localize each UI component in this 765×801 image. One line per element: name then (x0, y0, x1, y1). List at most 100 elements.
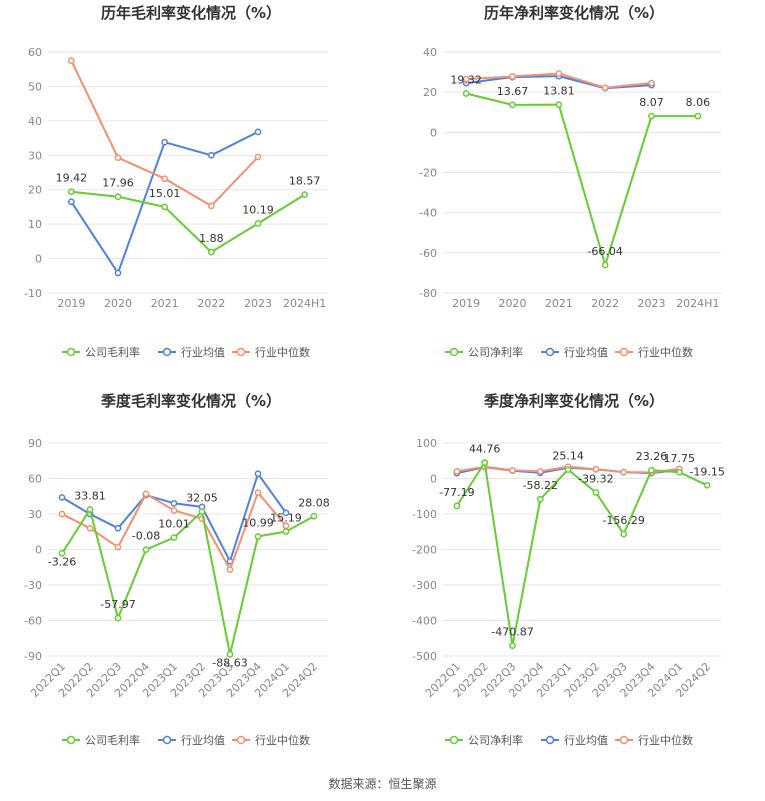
data-point-company (114, 614, 122, 622)
chart-panel-annual-net-margin: 历年净利率变化情况（%） 40 20 0 -20 -40 -60 -80 2019 2020 202… (383, 0, 765, 390)
data-point-median (142, 490, 150, 498)
chart-annual-gross-margin: 历年毛利率变化情况（%） 60 50 40 30 20 10 0 -10 2019 2020 2021… (24, 4, 328, 359)
chart-title: 季度毛利率变化情况（%） (101, 392, 281, 410)
data-label: -156.29 (602, 514, 644, 527)
legend-swatch-marker (236, 347, 246, 357)
x-tick-label: 2024H1 (283, 297, 326, 310)
data-point-median (114, 543, 122, 551)
legend-swatch-marker (545, 347, 555, 357)
legend-swatch-marker (162, 735, 172, 745)
data-point-company (310, 512, 318, 520)
data-point-company (207, 248, 215, 256)
data-point-company (198, 508, 206, 515)
y-tick-label: 100 (416, 437, 437, 450)
data-point-company (67, 188, 75, 196)
y-tick-label: 50 (28, 80, 42, 93)
data-point-company (254, 220, 262, 227)
y-tick-label: -30 (24, 579, 42, 592)
data-point-company (170, 534, 178, 542)
data-label: 8.07 (639, 96, 664, 109)
data-point-company (226, 651, 234, 658)
legend-swatch-marker (236, 735, 246, 745)
y-tick-label: -20 (419, 167, 437, 180)
data-point-median (254, 153, 262, 161)
legend-item-company: 公司毛利率 (62, 733, 140, 747)
data-label: 10.19 (242, 203, 274, 216)
data-point-company (481, 459, 489, 466)
data-label: -57.97 (100, 598, 135, 611)
data-label: 15.01 (149, 187, 181, 200)
series-line-company (71, 190, 306, 254)
data-point-avg (58, 494, 66, 501)
legend-label: 行业均值 (181, 734, 225, 747)
data-point-avg (161, 138, 169, 146)
data-point-median (58, 510, 66, 518)
x-tick-label: 2022 (591, 297, 619, 310)
legend-swatch-marker (545, 735, 555, 745)
data-point-company (601, 261, 609, 269)
data-label: 13.67 (497, 85, 529, 98)
y-tick-label: 0 (35, 544, 42, 557)
data-point-company (86, 506, 94, 513)
y-tick-label: 40 (28, 115, 42, 128)
legend-label: 行业中位数 (255, 733, 310, 747)
data-label: 17.75 (664, 452, 696, 465)
y-tick-label: -10 (24, 287, 42, 300)
legend-label: 行业中位数 (255, 345, 310, 359)
data-label: -88.63 (212, 656, 247, 669)
legend-swatch-marker (619, 735, 629, 745)
x-tick-label: 2024H1 (676, 297, 719, 310)
y-tick-label: 40 (423, 46, 437, 59)
data-label: -66.04 (587, 245, 622, 258)
data-point-median (226, 566, 234, 573)
y-tick-label: 60 (28, 473, 42, 486)
data-point-median (620, 468, 628, 476)
data-point-median (170, 507, 178, 514)
legend-label: 公司净利率 (468, 345, 523, 359)
data-point-median (453, 468, 461, 475)
data-label: -0.08 (132, 530, 160, 543)
chart-title: 历年净利率变化情况（%） (484, 4, 664, 22)
y-tick-label: -40 (419, 207, 437, 220)
y-tick-label: 20 (28, 184, 42, 197)
x-tick-label: 2023 (244, 297, 272, 310)
legend-swatch-marker (66, 735, 76, 745)
data-label: 10.01 (158, 518, 190, 531)
data-label: -19.15 (689, 465, 724, 478)
data-label: 23.26 (636, 450, 668, 463)
y-tick-label: -60 (24, 615, 42, 628)
legend-swatch-marker (449, 347, 459, 357)
legend-label: 公司毛利率 (85, 733, 140, 747)
y-tick-label: -300 (412, 579, 437, 592)
chart-panel-quarterly-net-margin: 季度净利率变化情况（%） 100 0 -100 -200 -300 -400 -500 2022… (383, 388, 765, 778)
data-point-median (601, 84, 609, 92)
legend-item-median: 行业中位数 (232, 733, 310, 747)
legend-label: 公司净利率 (468, 733, 523, 747)
chart-title: 历年毛利率变化情况（%） (101, 4, 281, 22)
data-point-median (254, 489, 262, 497)
data-label: -3.26 (48, 555, 76, 568)
y-tick-label: -100 (412, 508, 437, 521)
data-point-company (114, 193, 122, 201)
legend-label: 行业均值 (564, 734, 608, 747)
data-point-avg (114, 269, 122, 277)
data-label: 33.81 (74, 489, 106, 502)
data-point-avg (254, 470, 262, 478)
data-point-company (648, 466, 655, 474)
data-point-company (161, 203, 169, 211)
data-point-company (509, 642, 516, 650)
y-tick-label: 0 (430, 126, 437, 139)
legend-item-avg: 行业均值 (158, 346, 225, 359)
series-line-company (61, 507, 315, 655)
chart-panel-annual-gross-margin: 历年毛利率变化情况（%） 60 50 40 30 20 10 0 -10 2019 2020 2021… (0, 0, 382, 390)
x-tick-label: 2019 (57, 297, 85, 310)
data-point-avg (67, 198, 75, 206)
y-tick-label: 60 (28, 46, 42, 59)
data-point-company (675, 468, 683, 476)
legend-swatch-marker (619, 347, 629, 357)
data-point-company (536, 495, 544, 503)
data-label: 8.06 (686, 96, 711, 109)
data-point-company (648, 112, 655, 120)
data-label: 13.81 (543, 85, 575, 98)
y-tick-label: 10 (28, 218, 42, 231)
